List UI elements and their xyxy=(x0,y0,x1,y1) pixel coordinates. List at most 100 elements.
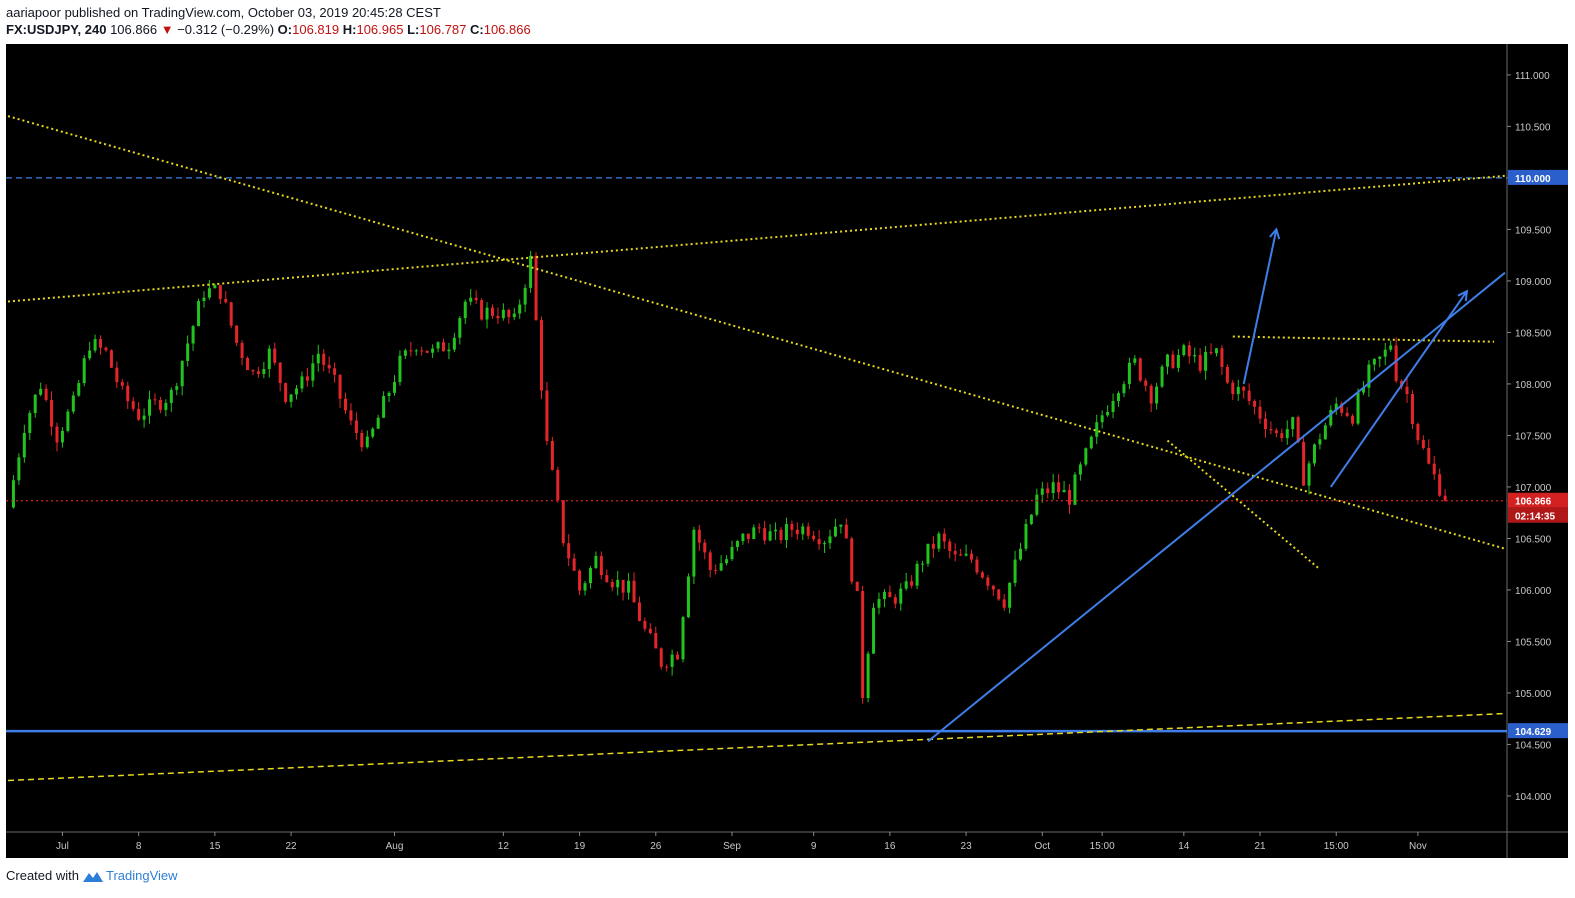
candle xyxy=(1100,410,1104,429)
candle-body xyxy=(496,315,500,319)
candle-body xyxy=(681,617,685,660)
candle xyxy=(703,539,707,560)
x-tick-label: 26 xyxy=(650,841,662,852)
candle-body xyxy=(452,337,456,350)
candle xyxy=(142,408,146,428)
candle xyxy=(790,520,794,538)
candle xyxy=(300,371,304,393)
y-tick-label: 109.500 xyxy=(1515,225,1552,236)
candle xyxy=(1438,468,1442,497)
candle-body xyxy=(1057,482,1061,493)
candle xyxy=(1356,388,1360,426)
candle-body xyxy=(795,529,799,535)
candle-body xyxy=(1231,382,1235,395)
candle-body xyxy=(1258,406,1262,419)
candle xyxy=(882,589,886,608)
candle-body xyxy=(474,297,478,301)
candle xyxy=(1214,348,1218,357)
candle-body xyxy=(888,591,892,598)
candle-body xyxy=(322,353,326,365)
author-link[interactable]: aariapoor xyxy=(6,5,61,20)
candle xyxy=(670,649,674,676)
candle-body xyxy=(1171,354,1175,368)
candle-body xyxy=(501,309,505,319)
price-chart[interactable]: 111.000 110.500 110.000 109.500 109.000 108.5… xyxy=(6,44,1568,858)
y-tick-label: 106.000 xyxy=(1515,586,1552,597)
candle-body xyxy=(953,551,957,555)
candle xyxy=(1443,489,1447,502)
x-tick-label: 15:00 xyxy=(1090,841,1115,852)
candle-body xyxy=(648,628,652,634)
candle xyxy=(697,524,701,551)
candle xyxy=(28,410,32,441)
candle-body xyxy=(866,653,870,699)
price-tag-current: 106.866 xyxy=(1515,497,1552,508)
candle xyxy=(942,528,946,550)
candle xyxy=(735,540,739,552)
publish-line: aariapoor published on TradingView.com, … xyxy=(6,4,531,21)
candle xyxy=(1155,382,1159,410)
candle-body xyxy=(910,581,914,586)
candle-body xyxy=(17,457,21,481)
candle-body xyxy=(534,255,538,321)
candle xyxy=(719,555,723,572)
candle xyxy=(273,342,277,366)
candle-body xyxy=(1209,351,1213,354)
y-tick-label: 104.500 xyxy=(1515,740,1552,751)
candle-body xyxy=(295,388,299,395)
candle xyxy=(202,291,206,308)
candle xyxy=(1193,347,1197,363)
candle-body xyxy=(60,430,64,443)
candle xyxy=(1198,348,1202,374)
candle-body xyxy=(1111,401,1115,413)
candle xyxy=(561,499,565,547)
candle-body xyxy=(164,402,168,410)
candle xyxy=(207,280,211,300)
candle xyxy=(126,381,130,409)
candle-body xyxy=(398,355,402,383)
candle-body xyxy=(420,350,424,352)
candle-body xyxy=(1176,354,1180,368)
candle xyxy=(376,414,380,429)
candle xyxy=(899,583,903,611)
candle xyxy=(22,424,26,463)
candle xyxy=(1209,343,1213,355)
candle-body xyxy=(970,553,974,560)
candle-body xyxy=(627,580,631,593)
candle-body xyxy=(1013,559,1017,583)
y-tick-label: 111.000 xyxy=(1515,71,1550,82)
candle-body xyxy=(273,348,277,363)
x-tick-label: 8 xyxy=(136,841,142,852)
candle xyxy=(512,307,516,321)
candle-body xyxy=(1361,387,1365,393)
candle xyxy=(594,551,598,569)
candle-body xyxy=(1318,439,1322,445)
candle-body xyxy=(371,428,375,437)
candle-body xyxy=(931,543,935,549)
candle xyxy=(33,394,37,418)
x-tick-label: 15 xyxy=(209,841,221,852)
down-arrow-icon: ▼ xyxy=(160,22,174,37)
candle xyxy=(1084,447,1088,467)
candle-body xyxy=(469,297,473,302)
candle xyxy=(1247,383,1251,405)
candle xyxy=(1378,356,1382,368)
candle xyxy=(88,341,92,361)
candle xyxy=(648,623,652,635)
candle xyxy=(305,368,309,387)
candle xyxy=(888,585,892,598)
candle-body xyxy=(556,469,560,501)
candle xyxy=(828,529,832,549)
candle-body xyxy=(1062,489,1066,493)
tradingview-link[interactable]: TradingView xyxy=(82,868,178,883)
candle xyxy=(1263,411,1267,438)
candle-body xyxy=(1051,482,1055,494)
candle xyxy=(806,522,810,540)
chart-area[interactable]: 111.000 110.500 110.000 109.500 109.000 108.5… xyxy=(6,44,1568,858)
candle-body xyxy=(44,388,48,400)
candle-body xyxy=(1160,366,1164,387)
candle xyxy=(817,530,821,550)
candle xyxy=(1029,514,1033,526)
candle xyxy=(360,429,364,452)
candle xyxy=(529,250,533,293)
